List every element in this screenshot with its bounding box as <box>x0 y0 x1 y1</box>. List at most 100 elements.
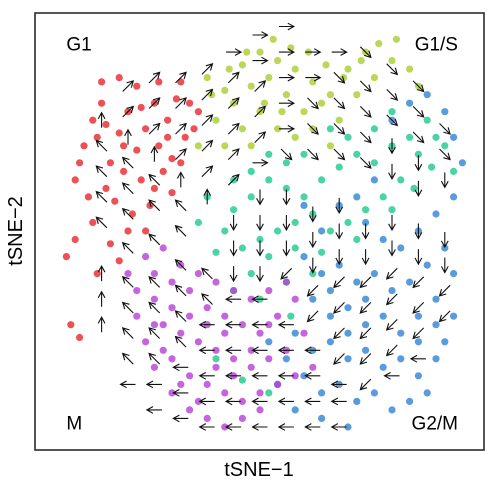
data-point <box>287 312 295 320</box>
data-point <box>450 167 458 175</box>
data-point <box>344 329 352 337</box>
data-point <box>238 125 246 133</box>
data-point <box>441 108 449 116</box>
data-point <box>159 321 167 329</box>
velocity-arrow <box>229 215 238 232</box>
velocity-arrow <box>278 124 296 133</box>
data-point <box>247 363 255 371</box>
data-point <box>406 397 414 405</box>
data-point <box>146 201 154 209</box>
velocity-arrow <box>174 224 187 237</box>
data-point <box>137 103 145 112</box>
velocity-arrow <box>412 327 425 340</box>
data-point <box>300 253 308 261</box>
data-point <box>282 278 290 286</box>
velocity-arrow <box>386 63 399 76</box>
data-point <box>397 329 405 337</box>
data-point <box>370 74 378 82</box>
velocity-arrow <box>359 80 372 93</box>
data-point <box>230 355 238 363</box>
data-point <box>300 150 308 158</box>
velocity-arrow <box>277 423 294 431</box>
velocity-arrow <box>385 293 398 306</box>
data-point <box>181 133 189 141</box>
velocity-arrow <box>95 216 108 229</box>
data-point <box>93 133 101 141</box>
data-point <box>274 312 282 320</box>
velocity-arrow <box>308 257 317 274</box>
data-point <box>190 125 198 133</box>
data-point <box>238 397 246 405</box>
data-point <box>344 423 352 431</box>
data-point <box>406 278 414 286</box>
data-point <box>159 167 167 175</box>
data-point <box>256 235 264 244</box>
data-point <box>208 91 216 99</box>
velocity-arrow <box>175 148 187 160</box>
data-point <box>432 133 440 141</box>
velocity-arrow <box>304 372 321 380</box>
data-point <box>194 397 202 405</box>
data-point <box>133 82 141 90</box>
velocity-arrow <box>95 139 108 152</box>
velocity-arrow <box>174 310 187 322</box>
data-point <box>388 57 396 65</box>
velocity-arrow <box>174 258 187 271</box>
velocity-arrow <box>174 199 187 212</box>
data-point <box>133 287 141 295</box>
velocity-arrow <box>121 156 134 169</box>
velocity-arrow <box>361 249 370 266</box>
data-point <box>194 218 202 227</box>
velocity-arrow <box>278 48 296 56</box>
velocity-arrow <box>227 97 240 109</box>
data-point <box>238 414 246 422</box>
velocity-arrow <box>335 197 344 215</box>
data-point <box>247 193 255 201</box>
data-point <box>120 142 128 150</box>
data-point <box>177 159 185 167</box>
velocity-arrow <box>121 207 134 220</box>
data-point <box>115 129 123 137</box>
data-point <box>133 312 141 320</box>
data-point <box>102 184 110 192</box>
data-point <box>150 270 158 278</box>
data-point <box>414 372 422 380</box>
velocity-arrow <box>198 372 215 380</box>
data-point <box>150 295 158 303</box>
data-point <box>344 133 352 141</box>
data-point <box>397 176 405 184</box>
points-layer <box>62 35 466 431</box>
data-point <box>318 389 326 397</box>
data-point <box>98 99 106 107</box>
data-point <box>221 329 229 337</box>
data-point <box>221 86 229 94</box>
velocity-arrow <box>278 22 296 31</box>
data-point <box>212 355 220 363</box>
data-point <box>282 159 290 167</box>
data-point <box>168 278 176 286</box>
data-point <box>194 108 202 116</box>
data-point <box>221 142 229 150</box>
data-point <box>168 155 176 163</box>
data-point <box>265 355 273 363</box>
velocity-arrow <box>277 372 294 380</box>
data-point <box>221 312 229 320</box>
velocity-arrow <box>174 284 187 297</box>
velocity-arrow <box>359 378 372 391</box>
velocity-arrow <box>201 114 214 126</box>
data-point <box>274 380 282 388</box>
velocity-arrow <box>201 88 214 101</box>
velocity-arrow <box>305 73 322 82</box>
data-point <box>76 159 84 167</box>
data-point <box>265 74 273 82</box>
data-point <box>247 142 255 150</box>
velocity-arrow <box>335 249 344 266</box>
data-point <box>379 193 387 201</box>
velocity-arrow <box>359 106 372 118</box>
data-point <box>177 329 185 337</box>
data-point <box>247 167 255 175</box>
velocity-arrow <box>251 372 268 380</box>
data-point <box>265 176 273 184</box>
velocity-arrow <box>124 128 132 145</box>
